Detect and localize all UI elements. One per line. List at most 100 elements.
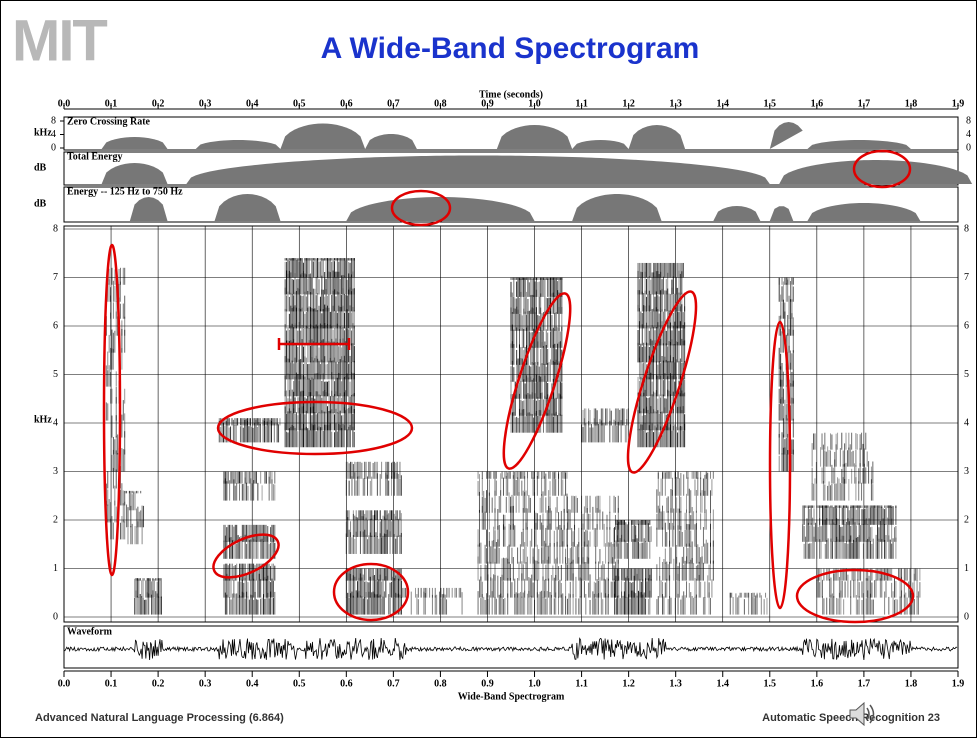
freq-tick-label: 2 bbox=[53, 514, 58, 525]
energy-envelope bbox=[779, 160, 973, 184]
zcr-tick-label: 0 bbox=[966, 142, 971, 153]
time-tick-label: 1.5 bbox=[764, 678, 777, 689]
panel-label: Total Energy bbox=[67, 151, 122, 162]
energy-envelope bbox=[769, 122, 803, 149]
time-tick-label: 0.7 bbox=[387, 98, 400, 109]
freq-tick-label: 4 bbox=[53, 417, 58, 428]
time-tick-label: 0.4 bbox=[246, 678, 259, 689]
freq-tick-label: 0 bbox=[53, 611, 58, 622]
time-tick-label: 0.4 bbox=[246, 98, 259, 109]
time-tick-label: 0.7 bbox=[387, 678, 400, 689]
energy-envelope bbox=[572, 140, 629, 149]
zcr-tick-label: 4 bbox=[51, 129, 56, 140]
time-tick-label: 1.3 bbox=[669, 678, 682, 689]
logo: MIT bbox=[12, 8, 107, 73]
energy-envelope bbox=[807, 203, 921, 221]
slide-title: A Wide-Band Spectrogram bbox=[321, 32, 700, 65]
time-tick-label: 1.1 bbox=[575, 98, 588, 109]
time-tick-label: 0.8 bbox=[434, 98, 447, 109]
time-tick-label: 1.0 bbox=[528, 678, 541, 689]
time-tick-label: 1.7 bbox=[858, 98, 871, 109]
time-tick-label: 1.8 bbox=[905, 98, 918, 109]
freq-tick-label: 1 bbox=[53, 563, 58, 574]
time-tick-label: 1.6 bbox=[811, 98, 824, 109]
energy-envelope bbox=[628, 125, 686, 149]
axes: 0.0 0.0 0.1 0.1 0.2 0.2 0.3 0.3 0.4 0.4 0.5 0.5 0.6 0… bbox=[51, 98, 971, 689]
time-tick-label: 0.8 bbox=[434, 678, 447, 689]
time-tick-label: 0.3 bbox=[199, 678, 212, 689]
time-tick-label: 0.5 bbox=[293, 98, 306, 109]
freq-tick-label: 5 bbox=[53, 369, 58, 380]
time-tick-label: 0.2 bbox=[152, 98, 165, 109]
panel-frame bbox=[63, 186, 959, 223]
waveform bbox=[63, 637, 958, 661]
energy-envelope bbox=[713, 206, 761, 221]
unit-label: kHz bbox=[34, 414, 52, 425]
energy-envelope bbox=[769, 206, 794, 221]
freq-tick-label: 7 bbox=[53, 272, 58, 283]
annotation-ellipse bbox=[102, 243, 122, 577]
speaker-icon bbox=[849, 701, 875, 727]
time-tick-label: 0.1 bbox=[105, 678, 118, 689]
panel-label: Waveform bbox=[67, 626, 113, 637]
time-tick-label: 0.6 bbox=[340, 678, 353, 689]
panel-frame bbox=[63, 151, 959, 186]
annotation-ellipse bbox=[852, 149, 912, 189]
freq-tick-label: 2 bbox=[964, 514, 969, 525]
time-tick-label: 1.4 bbox=[716, 98, 729, 109]
energy-envelope bbox=[195, 140, 281, 149]
time-tick-label: 1.5 bbox=[764, 98, 777, 109]
bottom-label: Wide-Band Spectrogram bbox=[458, 691, 565, 702]
time-axis-label: Time (seconds) bbox=[479, 89, 543, 100]
time-tick-label: 1.9 bbox=[952, 98, 965, 109]
freq-tick-label: 3 bbox=[53, 466, 58, 477]
panel-label: Energy -- 125 Hz to 750 Hz bbox=[67, 186, 183, 197]
time-tick-label: 1.7 bbox=[858, 678, 871, 689]
freq-tick-label: 4 bbox=[964, 417, 969, 428]
annotations bbox=[102, 149, 915, 624]
annotation-ellipse bbox=[768, 320, 792, 610]
annotation-ellipse bbox=[390, 189, 452, 227]
annotation-ellipse bbox=[626, 290, 698, 474]
zcr-tick-label: 4 bbox=[966, 129, 971, 140]
footer-left: Advanced Natural Language Processing (6.… bbox=[35, 712, 284, 724]
panel-label: Zero Crossing Rate bbox=[67, 116, 151, 127]
time-tick-label: 0.6 bbox=[340, 98, 353, 109]
time-tick-label: 1.2 bbox=[622, 678, 635, 689]
freq-tick-label: 7 bbox=[964, 272, 969, 283]
energy-envelope bbox=[496, 125, 573, 149]
unit-label: dB bbox=[34, 162, 47, 173]
time-tick-label: 1.0 bbox=[528, 98, 541, 109]
zcr-tick-label: 8 bbox=[51, 115, 56, 126]
freq-tick-label: 1 bbox=[964, 563, 969, 574]
energy-envelope bbox=[101, 137, 168, 149]
time-tick-label: 0.9 bbox=[481, 98, 494, 109]
energy-envelope bbox=[572, 194, 662, 221]
time-tick-label: 1.4 bbox=[716, 678, 729, 689]
energy-envelope bbox=[365, 134, 417, 149]
annotation-bracket bbox=[277, 338, 351, 350]
freq-tick-label: 6 bbox=[964, 320, 969, 331]
time-tick-label: 1.8 bbox=[905, 678, 918, 689]
annotation-ellipse bbox=[332, 562, 410, 622]
energy-envelope bbox=[214, 194, 281, 221]
annotation-ellipse bbox=[795, 568, 915, 624]
spectral-content bbox=[63, 122, 973, 661]
zcr-tick-label: 8 bbox=[966, 115, 971, 126]
time-tick-label: 0.3 bbox=[199, 98, 212, 109]
time-tick-label: 0.5 bbox=[293, 678, 306, 689]
freq-tick-label: 3 bbox=[964, 466, 969, 477]
time-tick-label: 1.3 bbox=[669, 98, 682, 109]
annotation-ellipse bbox=[502, 292, 572, 470]
panel-frame bbox=[63, 116, 959, 151]
energy-envelope bbox=[129, 197, 168, 221]
zcr-tick-label: 0 bbox=[51, 142, 56, 153]
time-tick-label: 0.9 bbox=[481, 678, 494, 689]
annotation-ellipse bbox=[216, 400, 414, 456]
time-tick-label: 0.1 bbox=[105, 98, 118, 109]
time-tick-label: 1.2 bbox=[622, 98, 635, 109]
freq-tick-label: 8 bbox=[964, 223, 969, 234]
